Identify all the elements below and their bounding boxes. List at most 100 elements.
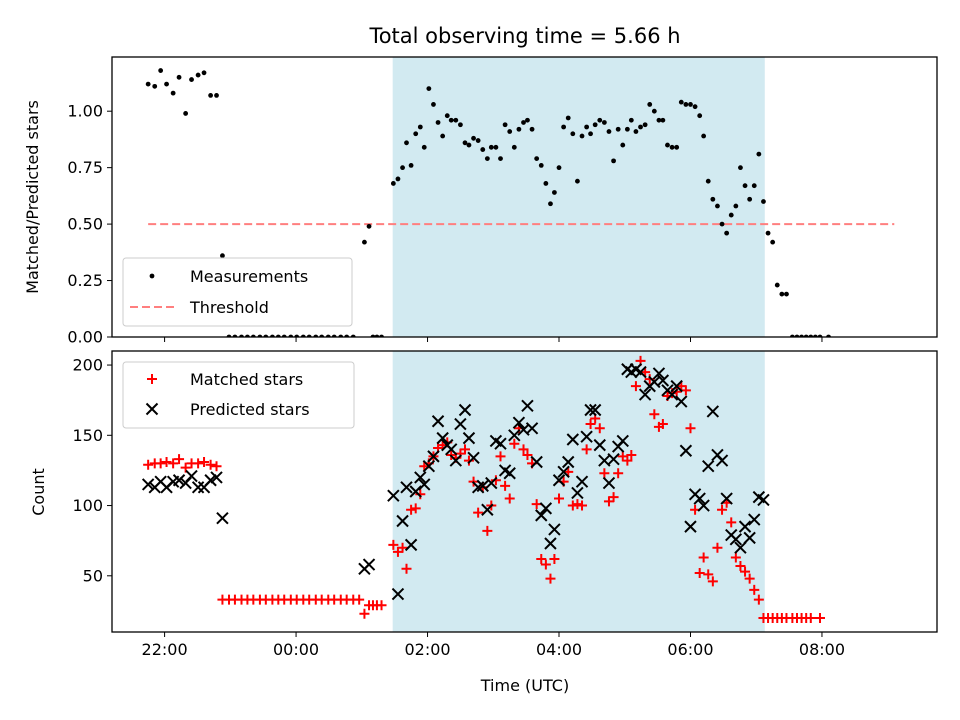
measurement-point <box>538 162 544 168</box>
measurement-point <box>665 142 670 148</box>
predicted-star-point <box>729 533 743 546</box>
measurement-point <box>633 129 639 134</box>
measurement-point <box>440 133 446 139</box>
measurement-point <box>362 239 367 245</box>
bottom-y-tick-label: 150 <box>72 426 103 445</box>
measurement-point <box>669 144 675 150</box>
measurement-point <box>756 151 762 157</box>
matched-star-point <box>500 480 511 491</box>
matched-star-point <box>211 461 222 472</box>
measurement-point <box>484 156 490 162</box>
matched-star-point <box>599 468 610 479</box>
measurement-point <box>170 90 176 96</box>
predicted-star-point <box>409 485 422 498</box>
matched-star-point <box>554 493 565 504</box>
measurement-point <box>701 133 707 139</box>
matched-star-point <box>161 456 172 467</box>
matched-star-point <box>581 444 592 455</box>
measurement-point <box>561 124 567 130</box>
measurement-point <box>448 117 454 123</box>
top-y-axis-label: Matched/Predicted stars <box>23 100 42 294</box>
measurement-point <box>688 102 693 107</box>
measurement-point <box>480 147 486 152</box>
predicted-star-point <box>679 444 693 457</box>
measurement-point <box>525 117 530 123</box>
predicted-star-point <box>362 558 376 571</box>
measurement-point <box>628 117 634 123</box>
matched-star-point <box>717 504 728 515</box>
predicted-star-point <box>634 365 647 379</box>
predicted-star-point <box>462 431 476 445</box>
measurement-point <box>784 291 789 297</box>
matched-star-point <box>740 566 751 577</box>
matched-star-point <box>199 456 210 467</box>
measurement-point <box>656 117 662 123</box>
measurement-point <box>214 92 219 98</box>
matched-star-point <box>522 449 533 460</box>
predicted-star-point <box>436 431 449 445</box>
matched-star-point <box>518 444 529 455</box>
predicted-star-point <box>216 511 229 525</box>
predicted-star-point <box>467 451 480 464</box>
matched-star-point <box>401 563 412 574</box>
bottom-y-tick-label: 200 <box>72 356 103 375</box>
matched-star-point <box>608 492 619 503</box>
predicted-star-point <box>427 450 440 463</box>
measurement-point <box>475 138 481 143</box>
predicted-star-point <box>670 379 683 393</box>
predicted-star-point <box>557 465 570 479</box>
predicted-star-point <box>638 388 652 401</box>
matched-star-point <box>730 552 741 563</box>
measurement-point <box>697 113 703 119</box>
measurement-point <box>565 115 571 121</box>
top-y-tick-label: 0.25 <box>67 271 103 290</box>
measurement-point <box>493 144 499 150</box>
bottom-panel: 50 100 150 200 22:00 00:00 02:00 04:00 06:00 08:0… <box>72 350 938 659</box>
measurement-point <box>421 144 427 150</box>
matched-star-point <box>594 423 605 434</box>
matched-star-point <box>376 600 387 611</box>
bottom-x-tick-label: 00:00 <box>273 640 319 659</box>
legend-predicted-label: Predicted stars <box>190 400 310 419</box>
matched-star-point <box>545 573 556 584</box>
matched-star-point <box>726 517 737 528</box>
matched-star-point <box>703 569 714 580</box>
bottom-legend-box <box>122 361 355 429</box>
predicted-star-point <box>720 492 733 505</box>
measurement-point <box>579 133 585 139</box>
matched-star-point <box>671 386 682 397</box>
matched-star-point <box>585 419 596 430</box>
matched-star-point <box>685 423 696 434</box>
legend-predicted-marker <box>145 402 159 416</box>
measurement-point <box>458 122 463 128</box>
matched-star-point <box>168 458 179 469</box>
matched-star-point <box>473 507 484 518</box>
measurement-point <box>738 165 743 171</box>
measurement-point <box>529 126 535 132</box>
predicted-star-point <box>444 443 458 456</box>
legend-matched-label: Matched stars <box>190 370 303 389</box>
matched-star-point <box>490 475 501 486</box>
measurement-point <box>521 120 526 125</box>
matched-star-point <box>814 612 825 623</box>
predicted-star-point <box>210 471 223 484</box>
predicted-star-point <box>530 455 543 469</box>
matched-star-point <box>644 374 655 385</box>
measurement-point <box>575 178 580 184</box>
matched-star-point <box>463 455 474 466</box>
measurement-point <box>606 129 612 134</box>
measurement-point <box>770 239 776 245</box>
predicted-star-point <box>404 538 418 552</box>
predicted-star-point <box>706 405 720 418</box>
top-legend: Measurements Threshold <box>122 257 353 327</box>
predicted-star-point <box>748 513 761 526</box>
measurement-point <box>453 117 459 123</box>
predicted-star-point <box>485 476 498 490</box>
predicted-star-point <box>548 523 561 536</box>
measurement-point <box>678 99 684 105</box>
measurement-point <box>615 126 621 132</box>
measurement-point <box>534 156 540 162</box>
bottom-frame <box>111 350 938 633</box>
predicted-star-point <box>449 454 463 467</box>
